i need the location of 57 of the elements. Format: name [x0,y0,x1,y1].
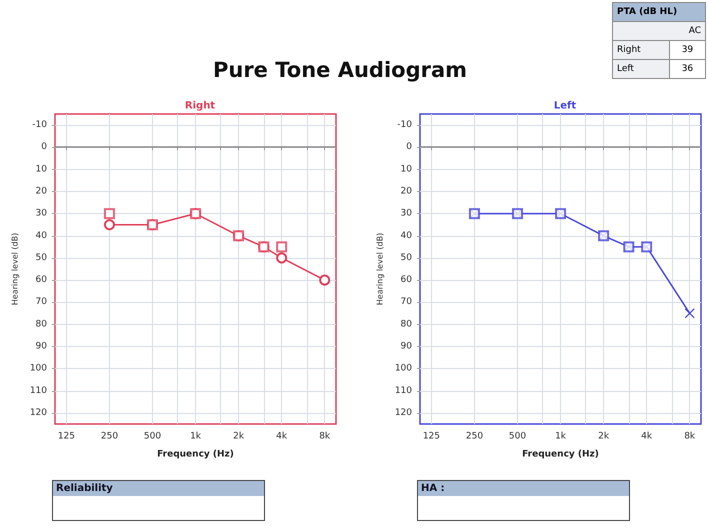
y-tick-label: 120 [30,408,48,418]
text: HA : [418,481,629,496]
y-tick-label: 20 [36,186,48,196]
y-tick-label: 40 [36,230,48,241]
text: Pure Tone Audiogram [212,58,468,82]
y-tick-label: 70 [400,297,412,308]
y-tick-label: 90 [36,342,48,352]
category-label: Left [612,60,670,78]
chart-title: Left [554,100,576,112]
x-tick-label: 4k [276,432,288,442]
y-tick-label: 60 [36,275,48,286]
text: AC [669,22,706,40]
y-tick-label: 0 [406,142,412,152]
y-tick-label: 80 [36,319,48,330]
y-tick-label: 50 [400,252,412,263]
text: PTA (dB HL) [612,2,706,22]
data-label: 36 [669,60,706,78]
x-axis-title: Frequency (Hz) [157,450,234,460]
y-tick-label: 100 [394,364,412,374]
y-tick-label: 30 [36,208,48,219]
y-tick-label: -10 [32,120,48,130]
y-tick-label: 10 [36,164,48,174]
y-tick-label: 120 [394,408,412,418]
y-tick-label: 110 [394,386,412,396]
x-tick-label: 1k [190,432,202,442]
y-tick-label: 40 [400,230,412,241]
chart-title: Right [184,100,216,112]
x-tick-label: 8k [319,432,331,442]
y-tick-label: 80 [400,319,412,330]
y-tick-label: 100 [30,364,48,374]
y-tick-label: 110 [30,386,48,396]
category-label: Right [612,40,670,60]
x-tick-label: 125 [58,432,76,442]
y-tick-label: -10 [397,120,412,130]
text: Reliability [53,481,264,496]
y-tick-label: 50 [36,252,48,263]
y-tick-label: 20 [400,186,412,196]
x-axis-title: Frequency (Hz) [522,450,599,460]
y-tick-label: 60 [400,275,412,286]
x-tick-label: 500 [144,432,162,442]
x-tick-label: 4k [641,432,653,442]
x-tick-label: 500 [508,432,526,442]
y-tick-label: 70 [36,297,48,308]
x-tick-label: 250 [100,432,118,442]
y-tick-label: 10 [400,164,412,174]
x-tick-label: 2k [598,432,610,442]
y-axis-title: Hearing level (dB) [375,232,384,306]
y-axis-title: Hearing level (dB) [10,232,20,306]
data-label: 39 [669,40,706,60]
x-tick-label: 2k [233,432,245,442]
y-tick-label: 30 [400,208,412,219]
x-tick-label: 8k [684,432,696,442]
x-tick-label: 250 [466,432,484,442]
y-tick-label: 90 [400,342,412,352]
x-tick-label: 125 [422,432,440,442]
y-tick-label: 0 [41,142,48,152]
x-tick-label: 1k [555,432,567,442]
